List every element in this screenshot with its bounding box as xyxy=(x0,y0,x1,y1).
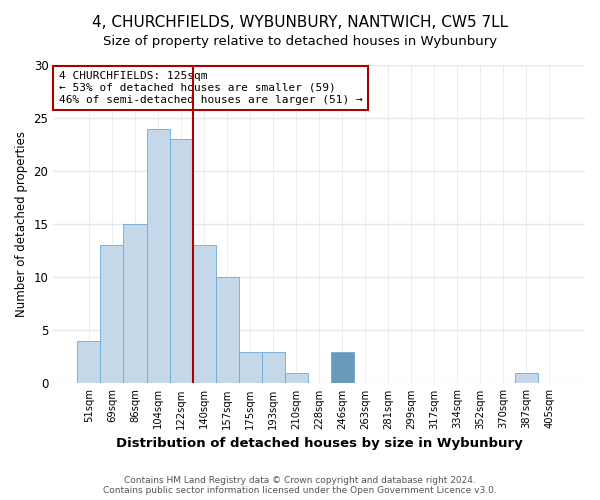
Bar xyxy=(284,373,308,384)
Bar xyxy=(124,224,146,384)
Bar xyxy=(239,352,262,384)
Text: Size of property relative to detached houses in Wybunbury: Size of property relative to detached ho… xyxy=(103,35,497,48)
Bar xyxy=(77,341,100,384)
Text: 4 CHURCHFIELDS: 125sqm
← 53% of detached houses are smaller (59)
46% of semi-det: 4 CHURCHFIELDS: 125sqm ← 53% of detached… xyxy=(59,72,362,104)
Text: 4, CHURCHFIELDS, WYBUNBURY, NANTWICH, CW5 7LL: 4, CHURCHFIELDS, WYBUNBURY, NANTWICH, CW… xyxy=(92,15,508,30)
Text: Contains HM Land Registry data © Crown copyright and database right 2024.
Contai: Contains HM Land Registry data © Crown c… xyxy=(103,476,497,495)
Bar xyxy=(100,246,124,384)
Bar xyxy=(262,352,284,384)
Y-axis label: Number of detached properties: Number of detached properties xyxy=(15,131,28,317)
Bar xyxy=(215,278,239,384)
X-axis label: Distribution of detached houses by size in Wybunbury: Distribution of detached houses by size … xyxy=(116,437,523,450)
Bar xyxy=(193,246,215,384)
Bar xyxy=(146,128,170,384)
Bar xyxy=(515,373,538,384)
Bar xyxy=(170,140,193,384)
Bar xyxy=(331,352,353,384)
